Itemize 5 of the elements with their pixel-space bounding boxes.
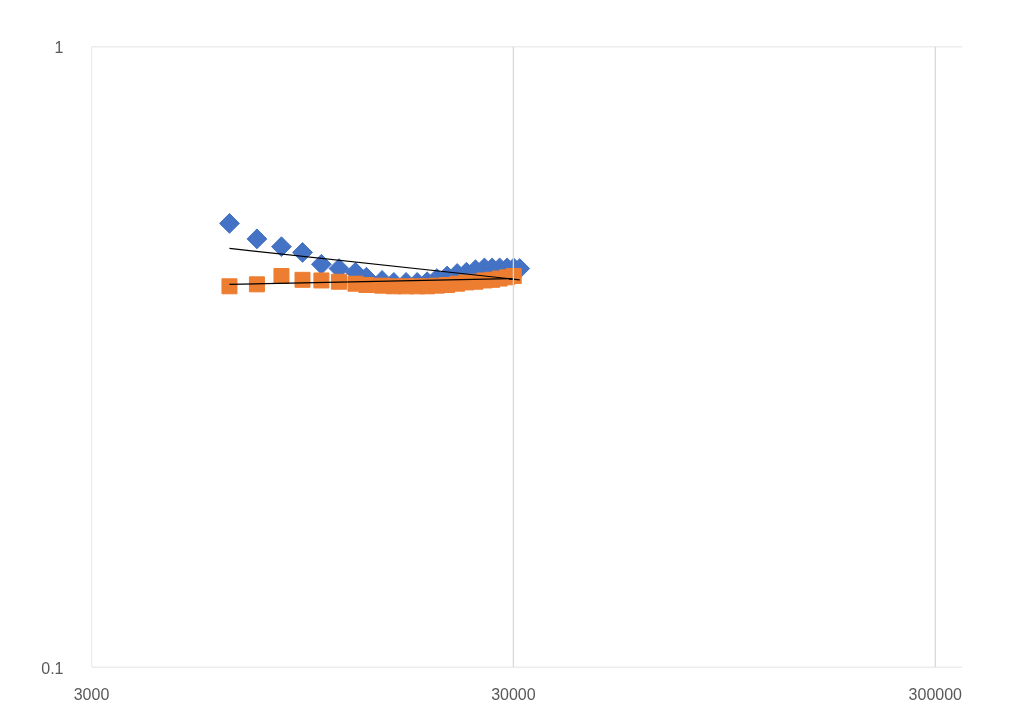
- x-tick-label: 3000: [73, 685, 110, 703]
- x-tick-label: 30000: [491, 685, 536, 703]
- y-tick-label: 1: [54, 38, 64, 56]
- y-tick-label: 0.1: [41, 659, 64, 677]
- x-tick-label: 300000: [908, 685, 963, 703]
